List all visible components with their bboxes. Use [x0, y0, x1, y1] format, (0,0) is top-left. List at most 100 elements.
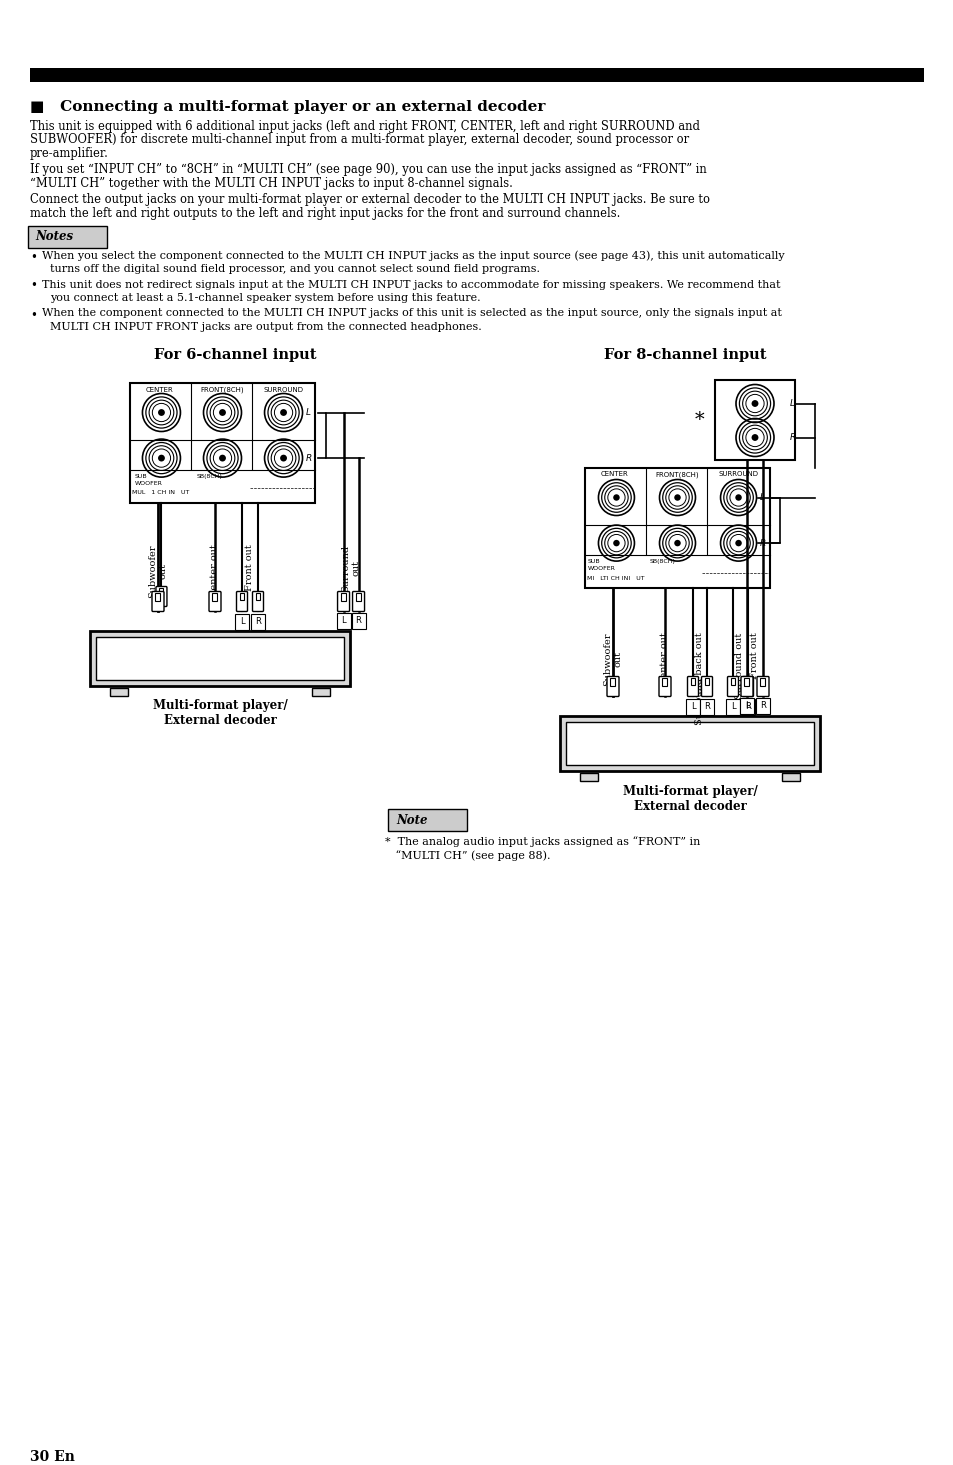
FancyBboxPatch shape — [388, 809, 467, 831]
FancyBboxPatch shape — [584, 467, 769, 587]
Text: “MULTI CH” (see page 88).: “MULTI CH” (see page 88). — [385, 851, 550, 861]
FancyBboxPatch shape — [685, 699, 700, 715]
Text: Connections: Connections — [38, 60, 110, 69]
Text: match the left and right outputs to the left and right input jacks for the front: match the left and right outputs to the … — [30, 207, 619, 220]
FancyBboxPatch shape — [659, 677, 670, 696]
FancyBboxPatch shape — [700, 677, 712, 696]
FancyBboxPatch shape — [251, 614, 265, 630]
Text: If you set “INPUT CH” to “8CH” in “MULTI CH” (see page 90), you can use the inpu: If you set “INPUT CH” to “8CH” in “MULTI… — [30, 164, 706, 176]
FancyBboxPatch shape — [90, 630, 350, 686]
Text: Subwoofer
out: Subwoofer out — [148, 545, 168, 598]
Circle shape — [735, 494, 741, 501]
FancyBboxPatch shape — [155, 586, 167, 607]
FancyBboxPatch shape — [234, 614, 249, 630]
Text: SUB: SUB — [135, 473, 148, 479]
Text: Center out: Center out — [659, 633, 669, 686]
Text: When the component connected to the MULTI CH INPUT jacks of this unit is selecte: When the component connected to the MULT… — [42, 309, 781, 318]
Text: “MULTI CH” together with the MULTI CH INPUT jacks to input 8-channel signals.: “MULTI CH” together with the MULTI CH IN… — [30, 177, 513, 190]
Text: R: R — [760, 700, 765, 711]
Text: L: L — [690, 702, 695, 711]
Circle shape — [674, 494, 680, 501]
Text: •: • — [30, 251, 37, 264]
Text: R: R — [744, 702, 750, 711]
Text: L: L — [239, 617, 244, 626]
FancyBboxPatch shape — [337, 592, 349, 611]
Text: Multi-format player/
External decoder: Multi-format player/ External decoder — [622, 784, 757, 813]
Text: R: R — [355, 615, 361, 626]
Circle shape — [751, 400, 758, 407]
Text: •: • — [30, 309, 37, 321]
Circle shape — [280, 409, 287, 416]
Text: FRONT(8CH): FRONT(8CH) — [655, 472, 699, 478]
FancyBboxPatch shape — [727, 677, 738, 696]
FancyBboxPatch shape — [740, 697, 753, 713]
FancyBboxPatch shape — [661, 677, 667, 686]
FancyBboxPatch shape — [336, 612, 350, 628]
FancyBboxPatch shape — [312, 687, 330, 696]
FancyBboxPatch shape — [559, 715, 820, 771]
FancyBboxPatch shape — [700, 699, 713, 715]
FancyBboxPatch shape — [687, 677, 698, 696]
Circle shape — [219, 409, 226, 416]
Text: Front out: Front out — [750, 633, 759, 680]
Text: MULTI CH INPUT FRONT jacks are output from the connected headphones.: MULTI CH INPUT FRONT jacks are output fr… — [50, 322, 481, 333]
Circle shape — [280, 454, 287, 461]
Text: Surround out: Surround out — [735, 633, 743, 699]
FancyBboxPatch shape — [355, 592, 360, 601]
Text: L: L — [730, 702, 735, 711]
Text: R: R — [305, 454, 312, 463]
Text: you connect at least a 5.1-channel speaker system before using this feature.: you connect at least a 5.1-channel speak… — [50, 293, 480, 303]
FancyBboxPatch shape — [743, 677, 749, 686]
FancyBboxPatch shape — [760, 677, 764, 686]
FancyBboxPatch shape — [209, 592, 221, 611]
Text: For 6-channel input: For 6-channel input — [153, 347, 315, 362]
FancyBboxPatch shape — [740, 699, 754, 715]
FancyBboxPatch shape — [725, 699, 740, 715]
FancyBboxPatch shape — [253, 592, 263, 611]
Text: SURROUND: SURROUND — [718, 472, 758, 478]
Text: •: • — [30, 280, 37, 293]
Text: R: R — [789, 434, 796, 442]
Text: Connect the output jacks on your multi-format player or external decoder to the : Connect the output jacks on your multi-f… — [30, 193, 709, 207]
Text: WOOFER: WOOFER — [587, 565, 616, 571]
FancyBboxPatch shape — [730, 677, 734, 684]
FancyBboxPatch shape — [353, 592, 364, 611]
Text: ■   Connecting a multi-format player or an external decoder: ■ Connecting a multi-format player or an… — [30, 100, 545, 114]
Circle shape — [751, 434, 758, 441]
Text: This unit is equipped with 6 additional input jacks (left and right FRONT, CENTE: This unit is equipped with 6 additional … — [30, 120, 700, 133]
FancyBboxPatch shape — [579, 772, 598, 781]
FancyBboxPatch shape — [159, 587, 163, 595]
Text: Surround back out: Surround back out — [695, 633, 703, 725]
Text: L: L — [759, 494, 763, 502]
Text: Surround
out: Surround out — [341, 545, 360, 592]
Circle shape — [674, 541, 680, 546]
Text: Subwoofer
out: Subwoofer out — [602, 633, 622, 686]
Text: 30 En: 30 En — [30, 1450, 74, 1464]
FancyBboxPatch shape — [28, 226, 107, 248]
Text: Multi-format player/
External decoder: Multi-format player/ External decoder — [152, 699, 287, 728]
FancyBboxPatch shape — [213, 592, 217, 601]
Text: *: * — [695, 410, 704, 428]
FancyBboxPatch shape — [606, 677, 618, 696]
Text: SB(8CH): SB(8CH) — [649, 558, 675, 564]
FancyBboxPatch shape — [130, 382, 314, 502]
FancyBboxPatch shape — [741, 677, 753, 696]
Circle shape — [158, 409, 165, 416]
FancyBboxPatch shape — [96, 636, 344, 680]
Text: For 8-channel input: For 8-channel input — [603, 347, 765, 362]
FancyBboxPatch shape — [155, 592, 160, 601]
FancyBboxPatch shape — [757, 677, 768, 696]
Text: SUBWOOFER) for discrete multi-channel input from a multi-format player, external: SUBWOOFER) for discrete multi-channel in… — [30, 133, 688, 146]
FancyBboxPatch shape — [352, 612, 365, 628]
Text: When you select the component connected to the MULTI CH INPUT jacks as the input: When you select the component connected … — [42, 251, 783, 261]
Circle shape — [735, 541, 741, 546]
Text: CENTER: CENTER — [146, 387, 173, 393]
Text: pre-amplifier.: pre-amplifier. — [30, 146, 109, 160]
Circle shape — [219, 454, 226, 461]
Text: Front out: Front out — [245, 545, 254, 592]
Text: R: R — [254, 617, 261, 626]
Text: R: R — [759, 539, 765, 548]
FancyBboxPatch shape — [755, 697, 769, 713]
FancyBboxPatch shape — [240, 592, 244, 599]
Text: L: L — [305, 407, 311, 418]
